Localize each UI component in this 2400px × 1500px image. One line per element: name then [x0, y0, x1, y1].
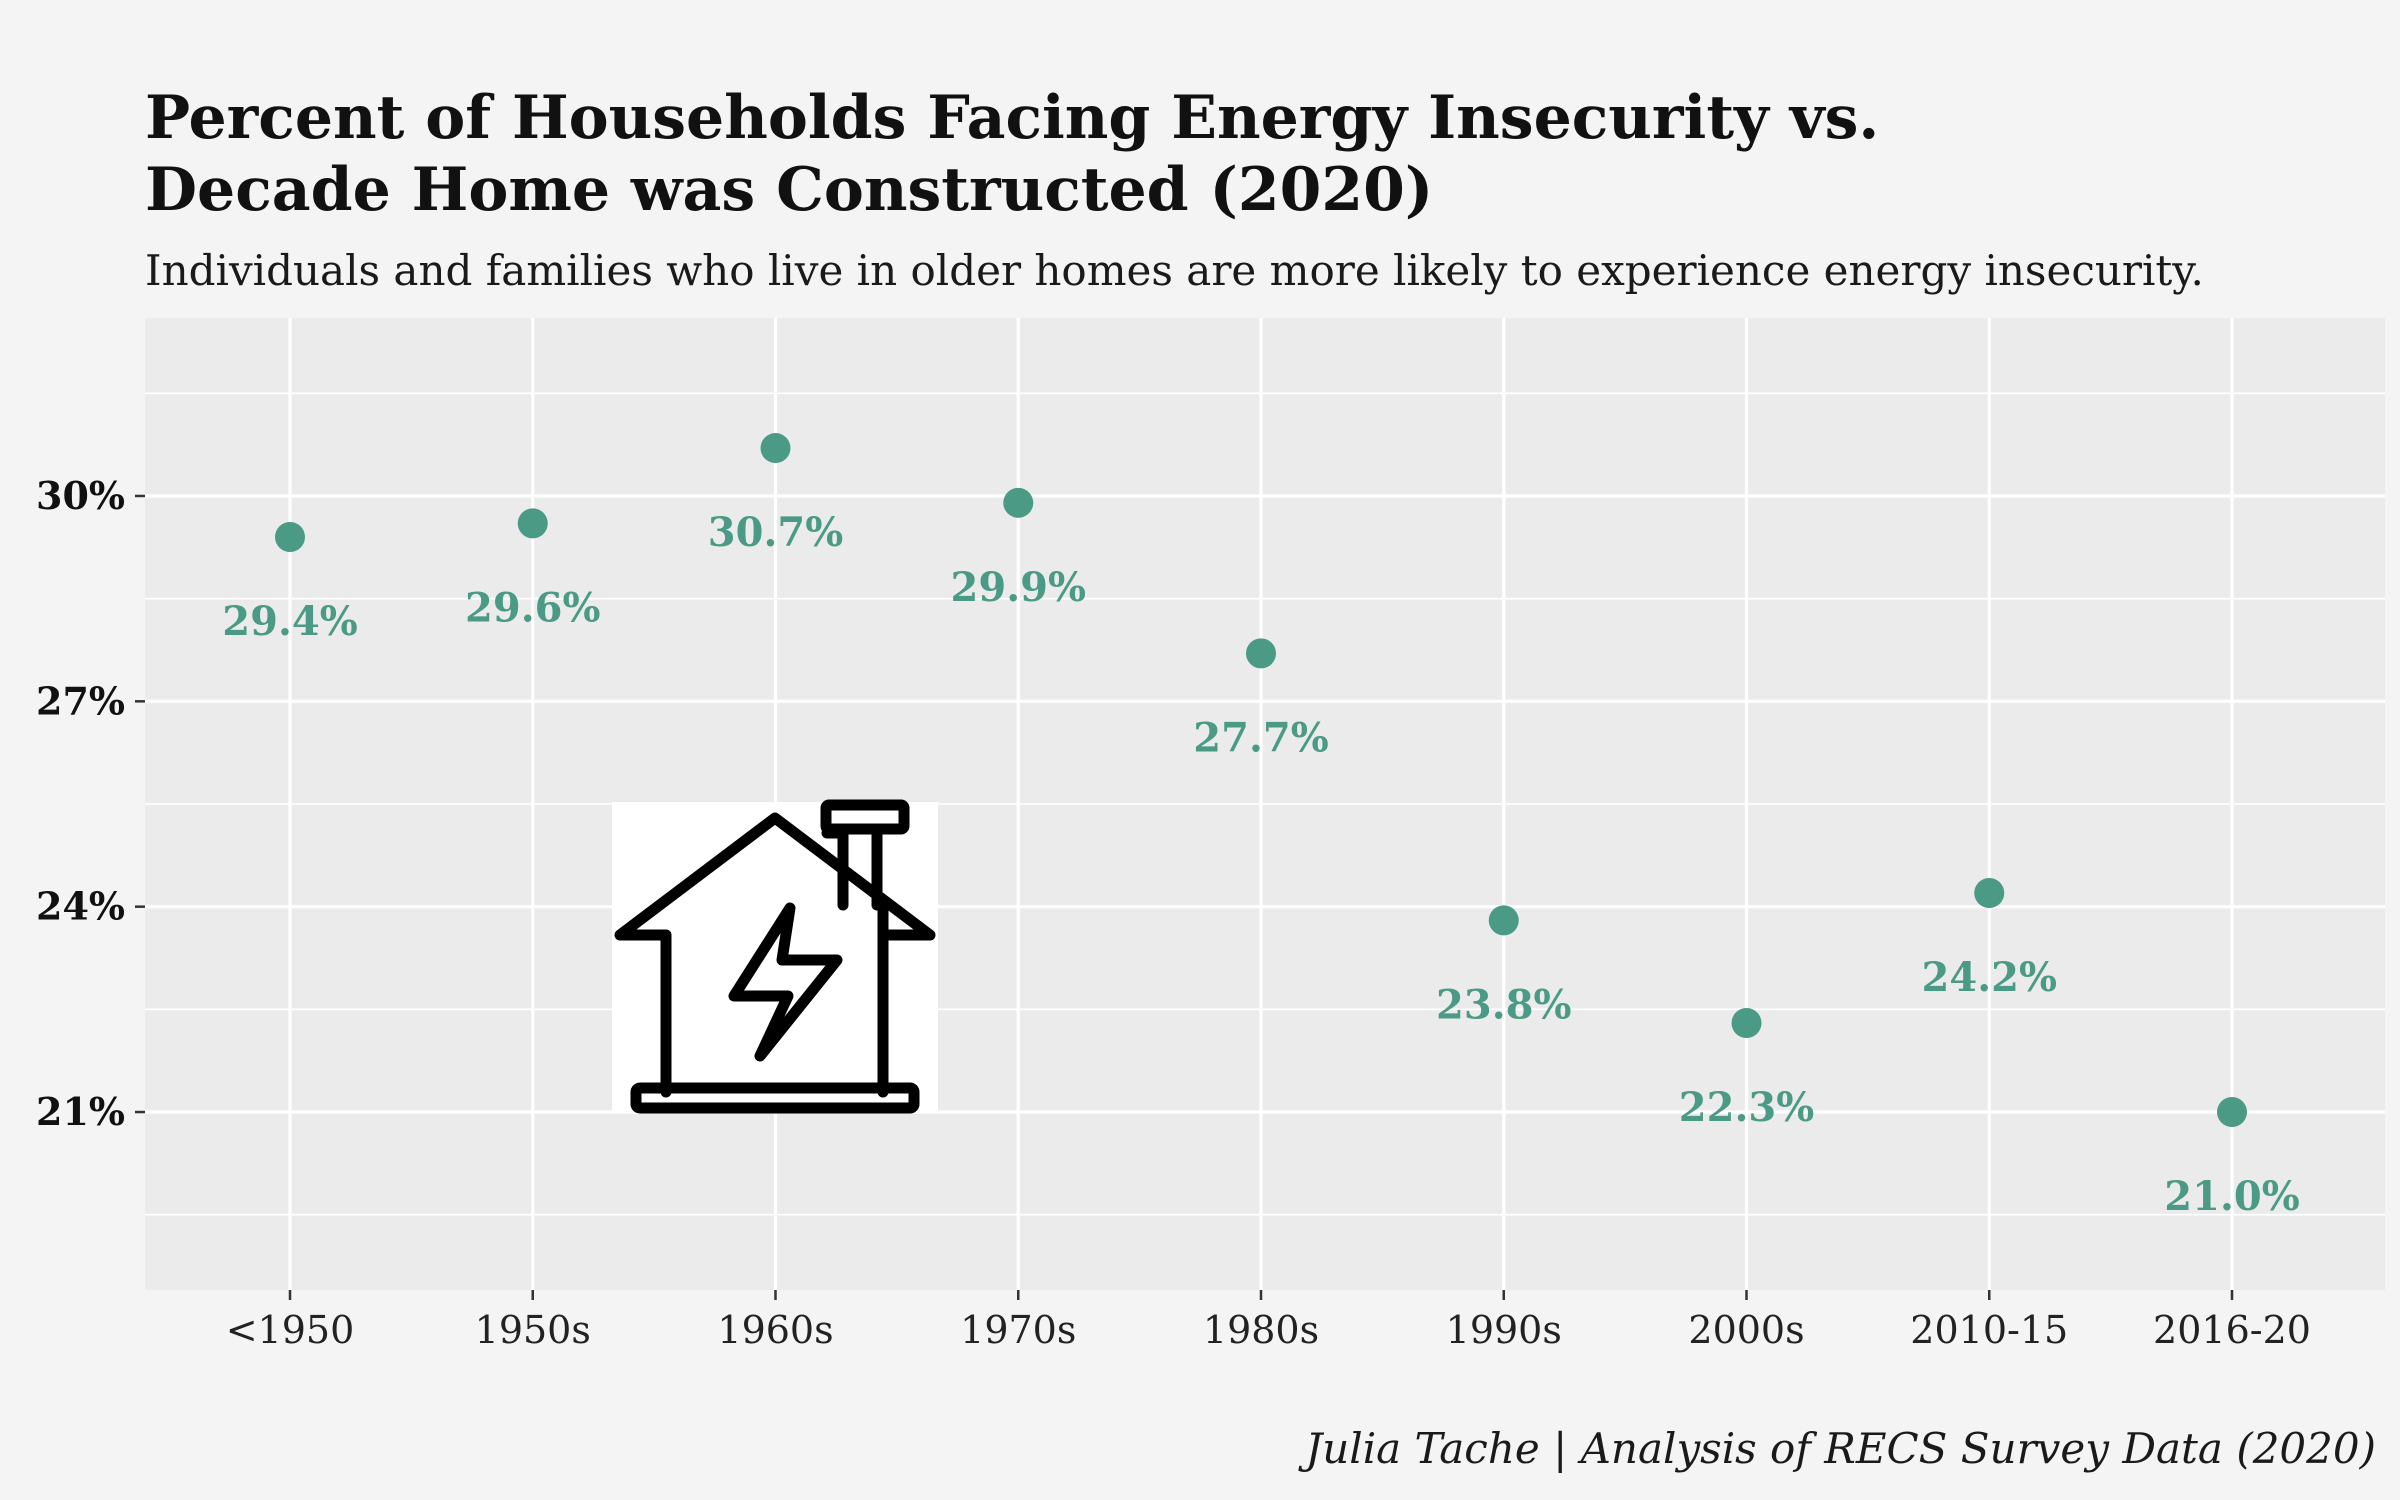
x-tick-label: 2010-15 — [1910, 1308, 2068, 1352]
x-tick-label: 1980s — [1203, 1308, 1319, 1352]
data-label: 22.3% — [1679, 1084, 1814, 1131]
data-point — [760, 433, 791, 464]
y-axis: 21% 24% 27% 30% — [36, 473, 145, 1134]
x-tick-label: 1990s — [1446, 1308, 1562, 1352]
x-tick-label: <1950 — [226, 1308, 355, 1352]
x-tick-label: 2000s — [1688, 1308, 1804, 1352]
x-tick-label: 1950s — [475, 1308, 591, 1352]
x-tick-label: 1960s — [717, 1308, 833, 1352]
data-label: 30.7% — [708, 509, 843, 556]
chart-subtitle: Individuals and families who live in old… — [145, 246, 2204, 295]
data-label: 27.7% — [1193, 714, 1328, 761]
data-point — [1974, 877, 2005, 908]
data-point — [1003, 487, 1034, 518]
data-point — [517, 508, 548, 539]
data-points: 29.4% 29.6% 30.7% 29.9% 27.7% 23.8% 22.3% 24.2%… — [222, 433, 2300, 1220]
x-axis: <1950 1950s 1960s 1970s 1980s 1990s 2000s 2010-… — [226, 1290, 2311, 1352]
data-point — [1488, 905, 1519, 936]
chart-title-line-1: Percent of Households Facing Energy Inse… — [145, 83, 1879, 153]
chart-title-line-2: Decade Home was Constructed (2020) — [145, 155, 1433, 225]
data-label: 23.8% — [1436, 981, 1571, 1028]
data-label: 29.6% — [465, 584, 600, 631]
data-label: 29.9% — [951, 564, 1086, 611]
y-tick-label: 24% — [36, 884, 125, 929]
data-point — [275, 522, 305, 553]
data-point — [1731, 1008, 1762, 1039]
data-label: 24.2% — [1922, 954, 2057, 1001]
y-tick-label: 27% — [36, 678, 125, 723]
x-tick-label: 2016-20 — [2153, 1308, 2311, 1352]
y-tick-label: 21% — [36, 1089, 125, 1134]
y-tick-label: 30% — [36, 473, 125, 518]
data-label: 21.0% — [2164, 1173, 2299, 1220]
data-point — [2217, 1097, 2247, 1128]
x-tick-label: 1970s — [960, 1308, 1076, 1352]
house-energy-icon — [612, 799, 938, 1114]
gridlines — [145, 318, 2385, 1290]
data-point — [1246, 638, 1276, 669]
data-label: 29.4% — [222, 598, 357, 645]
chart-caption: Julia Tache | Analysis of RECS Survey Da… — [1297, 1424, 2376, 1473]
